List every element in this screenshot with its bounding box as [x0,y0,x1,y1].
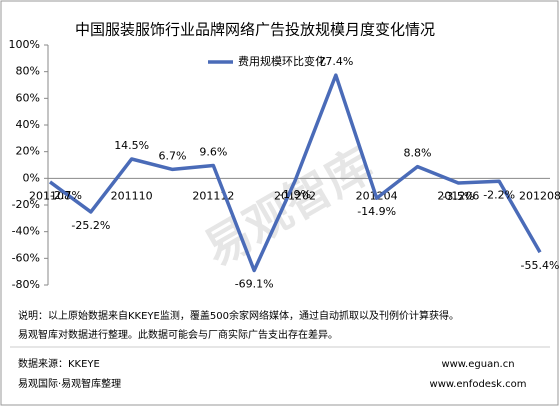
value-label: -1.9% [279,188,311,201]
data-line [48,73,542,273]
y-tick-label: -20% [12,198,40,211]
value-label: 6.7% [159,149,187,162]
x-tick-label: 201208 [519,189,560,202]
y-tick-label: 0% [23,171,40,184]
y-tick-label: 40% [16,118,40,131]
value-label: -2.2% [483,188,515,201]
value-label: 14.5% [114,139,149,152]
y-tick-label: 100% [9,38,40,51]
y-tick-label: 60% [16,91,40,104]
url: www.enfodesk.com [430,379,527,390]
value-label: -55.4% [521,259,560,272]
x-tick-label: 201206 [437,189,479,202]
x-tick-label: 201110 [111,189,153,202]
y-tick-label: -80% [12,278,40,291]
chart-title: 中国服装服饰行业品牌网络广告投放规模月度变化情况 [75,21,435,39]
x-tick-label: 201108 [29,189,71,202]
value-label: -25.2% [71,219,110,232]
y-tick-label: 20% [16,145,40,158]
value-label: -14.9% [357,205,396,218]
source: 易观国际·易观智库整理 [18,377,121,390]
note: 易观智库对数据进行整理。此数据可能会与厂商实际广告支出存在差异。 [18,328,338,341]
value-label: -3.5% [442,190,474,203]
x-tick-label: 201202 [274,189,316,202]
url: www.eguan.cn [441,359,514,370]
value-label: 77.4% [318,55,353,68]
source: 数据来源：KKEYE [18,357,100,370]
y-tick-label: -60% [12,251,40,264]
note: 说明：以上原始数据来自KKEYE监测，覆盖500余家网络媒体，通过自动抓取以及刊… [18,309,459,322]
value-label: 9.6% [199,146,227,159]
value-label: 8.8% [404,147,432,160]
y-tick-label: 80% [16,65,40,78]
legend-label: 费用规模环比变化 [238,54,326,68]
value-label: -69.1% [235,277,274,290]
y-tick-label: -40% [12,225,40,238]
value-label: -2.7% [50,189,82,202]
